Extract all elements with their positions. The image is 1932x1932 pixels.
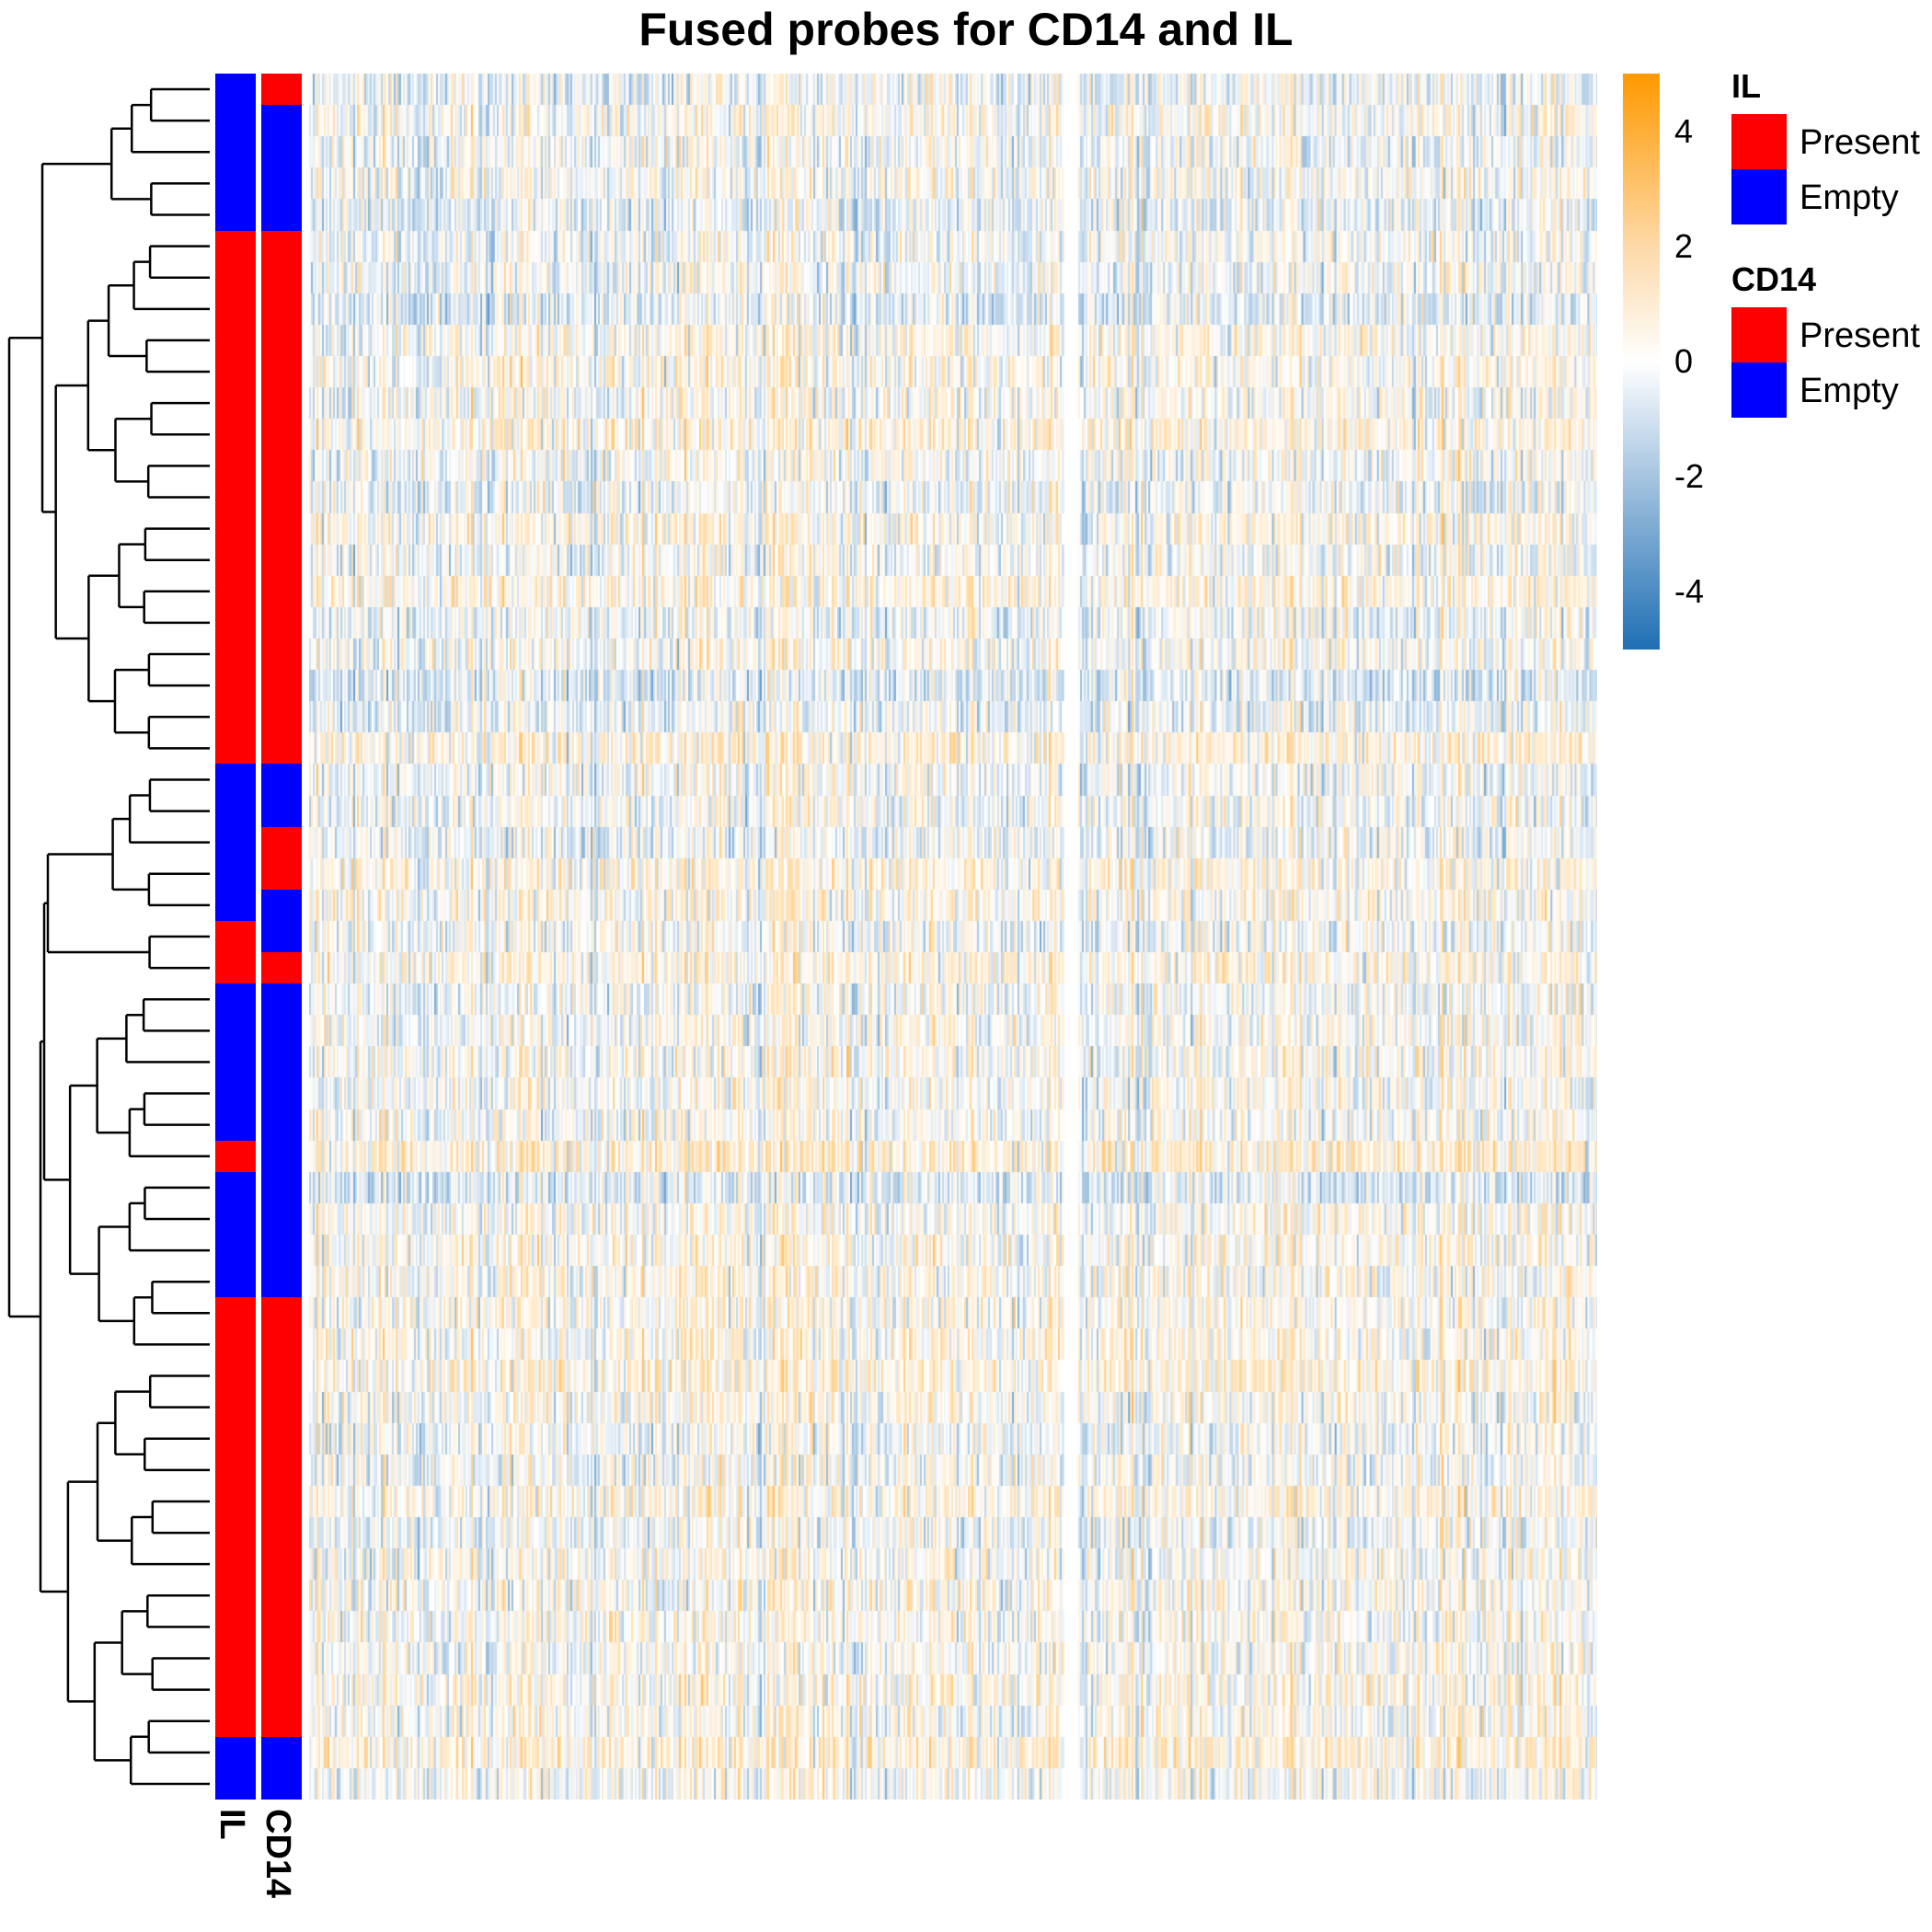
il-legend-empty-swatch (1731, 169, 1787, 224)
color-scale-tick-label: 4 (1674, 111, 1694, 150)
il-annotation-bar (215, 74, 256, 1800)
cd14-annotation-segment (261, 983, 302, 1298)
il-annotation-segment (215, 1736, 256, 1800)
row-dendrogram (7, 87, 210, 1786)
cd14-annotation-segment (261, 889, 302, 953)
il-legend-title: IL (1731, 67, 1761, 105)
cd14-legend-title: CD14 (1731, 260, 1817, 298)
il-annotation-segment (215, 1297, 256, 1738)
il-legend-present-label: Present (1800, 123, 1920, 162)
cd14-annotation-segment (261, 105, 302, 232)
color-scale-bar (1623, 74, 1660, 650)
cd14-legend-empty-swatch (1731, 362, 1787, 418)
color-scale-tick-label: -4 (1674, 572, 1705, 611)
il-annotation-segment (215, 1140, 256, 1173)
cd14-legend-present-swatch (1731, 307, 1787, 362)
il-legend-empty-label: Empty (1800, 178, 1899, 217)
il-annotation-segment (215, 920, 256, 984)
il-legend-present-swatch (1731, 114, 1787, 169)
il-annotation-segment (215, 74, 256, 232)
il-annotation-segment (215, 230, 256, 765)
cd14-annotation-segment (261, 952, 302, 984)
cd14-annotation-bar (261, 74, 302, 1800)
il-annotation-segment (215, 983, 256, 1142)
cd14-annotation-segment (261, 1736, 302, 1800)
cd14-annotation-segment (261, 74, 302, 106)
cd14-annotation-segment (261, 1297, 302, 1738)
cd14-annotation-segment (261, 230, 302, 765)
il-annotation-label: IL (213, 1809, 251, 1840)
il-annotation-segment (215, 764, 256, 922)
color-scale-tick-label: 2 (1674, 226, 1694, 265)
cd14-legend-empty-label: Empty (1800, 372, 1899, 410)
cd14-annotation-segment (261, 764, 302, 828)
chart-title: Fused probes for CD14 and IL (638, 4, 1294, 55)
cd14-legend-present-label: Present (1800, 316, 1920, 355)
cd14-annotation-segment (261, 826, 302, 891)
heatmap-grid (309, 74, 1597, 1800)
cd14-annotation-label: CD14 (259, 1809, 297, 1899)
color-scale-tick-label: -2 (1674, 457, 1705, 496)
il-annotation-segment (215, 1171, 256, 1298)
color-scale-tick-label: 0 (1674, 342, 1694, 380)
